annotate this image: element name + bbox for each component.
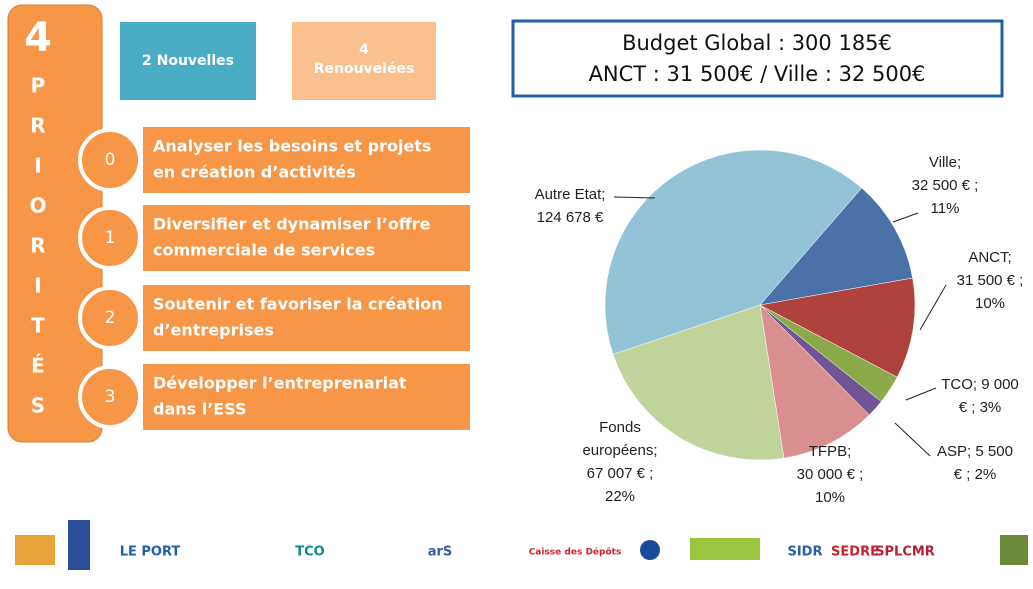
priority-circle [78,206,142,270]
budget-line: Budget Global : 300 185€ [622,31,892,55]
banner-letter: S [31,394,45,418]
priority-circle [78,128,142,192]
logo-text: SPLCMR [875,545,935,560]
pie-slice [759,187,913,306]
priority-text: d’entreprises [153,321,274,340]
priority-text: Diversifier et dynamiser l’offre [153,215,431,234]
logo-text: SEDRE [831,545,879,560]
slice-label: Ville; [929,154,961,171]
priority-text: en création d’activités [153,163,356,182]
logo-row: LE PORT TCO arS Caisse des Dépôts SIDR SEDRES… [15,520,1028,570]
slice-label: 30 000 € ; [797,466,864,483]
pie-slice [759,277,916,378]
logo-text: SIDR [787,545,822,560]
slice-label: 10% [975,295,1005,312]
slice-label: 22% [605,488,635,505]
priority-text: dans l’ESS [153,400,247,419]
slice-label: 10% [815,489,845,506]
leader-line [892,212,919,223]
logo-mark [640,540,660,560]
banner-letter: É [31,354,45,378]
banner-letter: I [34,274,41,298]
slice-label: 32 500 € ; [912,177,979,194]
pie-slice [604,149,863,355]
banner-letter: R [30,234,45,258]
logo-mark [68,520,90,570]
priority-index: 1 [105,228,116,248]
pie-chart: Ville; 32 500 € ; 11% ANCT; 31 500 € ; 10% TCO… [535,149,1024,506]
priority-bar [143,364,470,430]
slice-label: TCO; 9 000 [941,376,1019,393]
pie-slice [759,304,870,459]
priority-text: commerciale de services [153,241,375,260]
banner-letter: T [31,314,45,338]
renewed-tag-number: 4 [359,42,369,58]
leader-line [919,284,947,331]
slice-label: 124 678 € [537,209,604,226]
logo-mark [15,535,55,565]
priority-count: 4 [24,15,52,61]
logo-text: Caisse des Dépôts [529,547,622,558]
leader-line [894,422,931,457]
priority-circle [78,286,142,350]
priority-text: Analyser les besoins et projets [153,137,431,156]
pie-slice [612,304,785,461]
slice-label: ANCT; [968,249,1011,266]
budget-line: ANCT : 31 500€ / Ville : 32 500€ [589,62,926,86]
new-tag [120,22,256,100]
priority-text: Développer l’entreprenariat [153,374,407,393]
renewed-tag-text: Renouvelées [314,61,415,77]
priority-bar [143,127,470,193]
logo-text: TCO [295,545,324,560]
slice-label: européens; [582,442,657,459]
banner-letter: O [29,194,46,218]
priority-bar [143,285,470,351]
slice-label: 31 500 € ; [957,272,1024,289]
slice-label: TFPB; [809,443,852,460]
banner-letter: R [30,114,45,138]
priority-index: 2 [105,308,116,328]
priority-text: Soutenir et favoriser la création [153,295,443,314]
logo-text: arS [428,545,453,560]
budget-box [511,19,1004,98]
priority-index: 0 [105,150,116,170]
slice-label: Autre Etat; [535,186,606,203]
slice-label: Fonds [599,419,641,436]
priority-circle [78,365,142,429]
priority-index: 3 [105,387,116,407]
priority-list: 0 Analyser les besoins et projets en créat… [78,127,470,430]
leader-line [613,196,656,199]
slice-label: ASP; 5 500 [937,443,1013,460]
logo-mark [690,538,760,560]
banner-letter: I [34,154,41,178]
slice-label: € ; 3% [959,399,1002,416]
slice-label: 11% [931,200,960,217]
logo-text: LE PORT [120,545,181,560]
leader-line [905,387,937,401]
slice-label: 67 007 € ; [587,465,654,482]
logo-mark [1000,535,1028,565]
slice-label: € ; 2% [954,466,997,483]
renewed-tag [292,22,436,100]
priority-bar [143,205,470,271]
new-tag-text: 2 Nouvelles [142,53,234,69]
banner-letter: P [31,74,46,98]
